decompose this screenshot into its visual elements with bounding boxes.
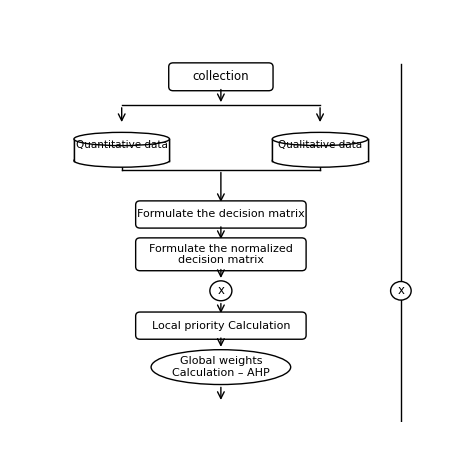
Text: Formulate the decision matrix: Formulate the decision matrix: [137, 210, 305, 219]
Bar: [272, 132, 368, 161]
FancyBboxPatch shape: [136, 238, 306, 271]
FancyBboxPatch shape: [169, 63, 273, 91]
Ellipse shape: [272, 154, 368, 167]
Circle shape: [391, 282, 411, 300]
FancyBboxPatch shape: [136, 312, 306, 339]
Bar: [74, 132, 170, 161]
FancyBboxPatch shape: [136, 201, 306, 228]
Text: collection: collection: [192, 70, 249, 83]
Text: x: x: [218, 284, 224, 297]
Text: Quantitative data: Quantitative data: [76, 140, 168, 150]
Text: Formulate the normalized
decision matrix: Formulate the normalized decision matrix: [149, 244, 293, 265]
Text: Qualitative data: Qualitative data: [278, 140, 362, 150]
Ellipse shape: [151, 350, 291, 384]
Ellipse shape: [74, 154, 170, 167]
Circle shape: [210, 281, 232, 301]
Bar: [74, 139, 170, 161]
Ellipse shape: [74, 132, 170, 146]
Text: x: x: [397, 284, 404, 297]
Text: Local priority Calculation: Local priority Calculation: [152, 320, 290, 331]
Bar: [272, 139, 368, 161]
Text: Global weights
Calculation – AHP: Global weights Calculation – AHP: [172, 356, 270, 378]
Ellipse shape: [272, 132, 368, 146]
